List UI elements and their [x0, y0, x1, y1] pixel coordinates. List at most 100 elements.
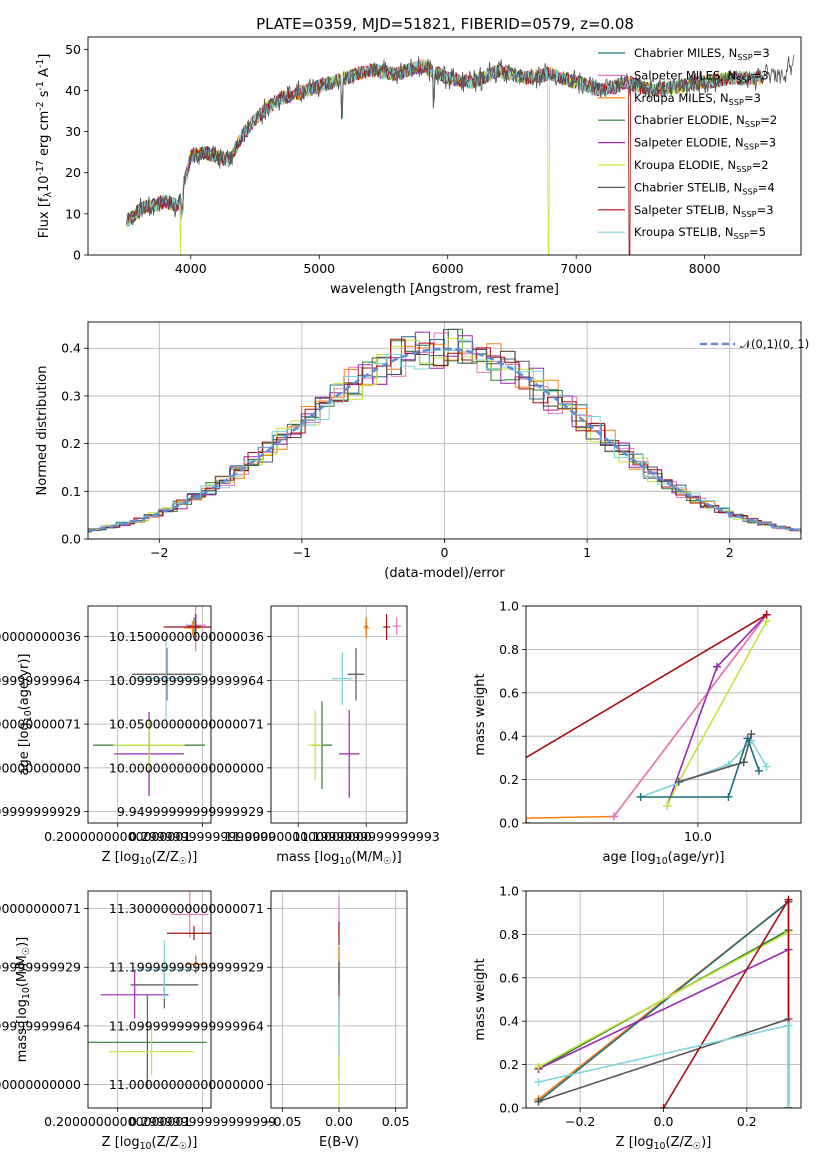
- mass-weight-series: [640, 735, 760, 798]
- y-tick-label: 9.94999999999999929: [117, 804, 264, 819]
- x-axis-label: wavelength [Angstrom, rest frame]: [330, 282, 559, 297]
- massweight-vs-Z-panel: −0.2 0.0 0.2 0.0 0.2 0.4 0.6 0.8 1.0 Z [log10(Z/Z…: [473, 884, 802, 1152]
- error-bar-point: [134, 940, 195, 999]
- x-axis-label: age [log10(age/yr)]: [603, 850, 725, 867]
- y-tick-label: 0.2: [61, 436, 81, 451]
- y-tick-label: 1.0: [499, 599, 519, 614]
- mass-weight-series: [526, 614, 768, 819]
- y-tick-label: 0.6: [499, 685, 519, 700]
- x-tick-label: 1: [583, 545, 591, 560]
- error-bar-point: [183, 620, 201, 635]
- y-tick-label: 0.0: [499, 1101, 519, 1116]
- mass-weight-marker: [762, 762, 771, 771]
- mass-weight-marker: [534, 1077, 543, 1086]
- mass-weight-marker: [754, 766, 763, 775]
- y-tick-label: 20: [65, 165, 81, 180]
- y-axis-label: mass [log10(M/M☉)]: [15, 937, 32, 1063]
- y-tick-label: 0.1: [61, 484, 81, 499]
- legend-entry: Kroupa STELIB, NSSP=5: [634, 225, 766, 241]
- y-axis-label: mass weight: [473, 673, 488, 755]
- mass-weight-marker: [762, 610, 771, 619]
- massweight-vs-age-panel: 10.0 0.0 0.2 0.4 0.6 0.8 1.0 age [log10(age/yr)…: [377, 599, 802, 867]
- error-bar-point: [88, 995, 207, 1090]
- mass-weight-marker: [534, 1097, 543, 1106]
- mass-weight-marker: [659, 1104, 668, 1108]
- x-tick-label: 0.0: [654, 1114, 674, 1129]
- x-tick-label: 5000: [303, 261, 335, 276]
- y-tick-label: 0.4: [61, 341, 81, 356]
- y-tick-label: 0: [73, 248, 81, 263]
- legend-entry: Chabrier STELIB, NSSP=4: [634, 180, 775, 196]
- error-bar-point: [339, 710, 360, 798]
- histogram-series: [88, 339, 801, 532]
- normal-reference-curve: [88, 347, 801, 532]
- y-tick-label: 10.05000000000000071: [109, 717, 264, 732]
- x-axis-label: E(B-V): [319, 1135, 359, 1150]
- y-tick-label: 11.30000000000000071: [109, 901, 264, 916]
- y-axis-label: mass weight: [473, 958, 488, 1040]
- mass-weight-marker: [784, 1021, 793, 1030]
- spectrum-legend: Chabrier MILES, NSSP=3 Salpeter MILES, NS…: [598, 46, 777, 241]
- y-tick-label: 50: [65, 42, 81, 57]
- y-tick-label: 30: [65, 124, 81, 139]
- y-tick-label: 11.19999999999999929: [109, 960, 264, 975]
- axes-frame: [87, 605, 212, 824]
- mass-weight-series: [613, 614, 768, 817]
- error-bar-point: [332, 652, 353, 705]
- x-axis-label: (data-model)/error: [384, 566, 505, 581]
- error-bar-point: [187, 617, 201, 635]
- x-axis-label: Z [log10(Z/Z☉)]: [616, 1135, 712, 1152]
- mass-weight-marker: [674, 777, 683, 786]
- x-tick-label: −0.2: [565, 1114, 595, 1129]
- axes-frame: [525, 605, 802, 824]
- error-bar-point: [100, 971, 169, 1019]
- y-tick-label: 10.00000000000000000: [0, 760, 81, 775]
- x-axis-label: mass [log10(M/M☉)]: [276, 850, 402, 867]
- x-tick-label: 0.20000000000000001: [44, 1114, 191, 1129]
- y-tick-label: 11.00000000000000000: [109, 1077, 264, 1092]
- mass-weight-marker: [743, 734, 752, 743]
- y-tick-label: 40: [65, 83, 81, 98]
- mass-weight-marker: [534, 1062, 543, 1071]
- y-tick-label: 0.8: [499, 642, 519, 657]
- mass-weight-series: [666, 620, 768, 806]
- y-tick-label: 10.00000000000000000: [109, 760, 264, 775]
- axes-frame: [270, 605, 408, 824]
- x-tick-label: 10.0: [684, 829, 712, 844]
- x-tick-label: 7000: [560, 261, 592, 276]
- x-tick-label: 0.2: [737, 1114, 757, 1129]
- error-bar-point: [363, 617, 369, 639]
- axes-frame: [270, 890, 408, 1109]
- y-tick-label: 10: [65, 206, 81, 221]
- mass-weight-marker: [427, 810, 435, 818]
- mass-weight-marker: [609, 812, 618, 821]
- y-tick-label: 0.0: [61, 532, 81, 547]
- legend-entry: Salpeter ELODIE, NSSP=3: [634, 136, 776, 152]
- x-tick-label: 0.00: [325, 1114, 353, 1129]
- y-tick-label: 0.4: [499, 729, 519, 744]
- x-tick-label: 6000: [432, 261, 464, 276]
- x-tick-label: 11.0000000000000000: [225, 829, 372, 844]
- error-bar-point: [185, 955, 206, 974]
- error-bar-point: [163, 613, 211, 641]
- mass-weight-marker: [377, 817, 385, 825]
- spectrum-panel: 4000 5000 6000 7000 8000 0 10 20 30 40 50 wavelengt…: [35, 36, 802, 297]
- mass-weight-marker: [784, 895, 793, 904]
- y-tick-label: 0.3: [61, 388, 81, 403]
- y-tick-label: 0.4: [499, 1014, 519, 1029]
- x-axis-label: Z [log10(Z/Z☉)]: [102, 850, 198, 867]
- y-tick-label: 0.2: [499, 1057, 519, 1072]
- axes-frame: [87, 36, 802, 256]
- mass-weight-marker: [724, 792, 733, 801]
- x-tick-label: 4000: [175, 261, 207, 276]
- histogram-series: [88, 338, 801, 532]
- x-tick-label: −2: [150, 545, 168, 560]
- y-axis-label: Flux [fλ10-17 erg cm-2 s-1 A-1]: [35, 54, 54, 239]
- figure-title: PLATE=0359, MJD=51821, FIBERID=0579, z=0…: [256, 15, 634, 33]
- x-tick-label: 0.20000000000000001: [44, 829, 191, 844]
- x-tick-label: 8000: [689, 261, 721, 276]
- error-bar-point: [171, 891, 209, 938]
- y-tick-label: 1.0: [499, 884, 519, 899]
- legend-entry: Kroupa ELODIE, NSSP=2: [634, 158, 769, 174]
